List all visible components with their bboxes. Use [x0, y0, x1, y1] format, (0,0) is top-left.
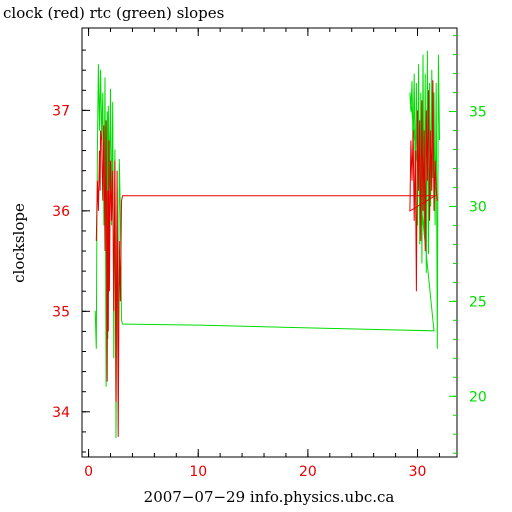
- series-clock-line: [95, 80, 438, 437]
- x-tick-label: 20: [299, 464, 317, 480]
- x-tick-label: 30: [409, 464, 427, 480]
- right-tick-label: 20: [469, 389, 487, 405]
- x-tick-label: 0: [84, 464, 93, 480]
- series-rtc-line: [94, 50, 440, 439]
- chart-title: clock (red) rtc (green) slopes: [3, 4, 224, 22]
- x-tick-label: 10: [189, 464, 207, 480]
- y-axis-label: clockslope: [10, 203, 28, 283]
- right-tick-label: 35: [469, 105, 487, 121]
- x-axis-ticks: 0 10 20 30: [84, 28, 440, 480]
- series-layer: [94, 50, 440, 439]
- left-axis-ticks: 34 35 36 37: [52, 49, 90, 453]
- plot-frame: [81, 27, 458, 458]
- left-tick-label: 35: [52, 304, 70, 320]
- right-tick-label: 25: [469, 294, 487, 310]
- x-axis-label: 2007−07−29 info.physics.ubc.ca: [144, 488, 395, 506]
- right-tick-label: 30: [469, 199, 487, 215]
- left-tick-label: 34: [52, 405, 70, 421]
- right-axis-ticks: 20 25 30 35: [449, 35, 487, 454]
- left-tick-label: 36: [52, 204, 70, 220]
- left-tick-label: 37: [52, 103, 70, 119]
